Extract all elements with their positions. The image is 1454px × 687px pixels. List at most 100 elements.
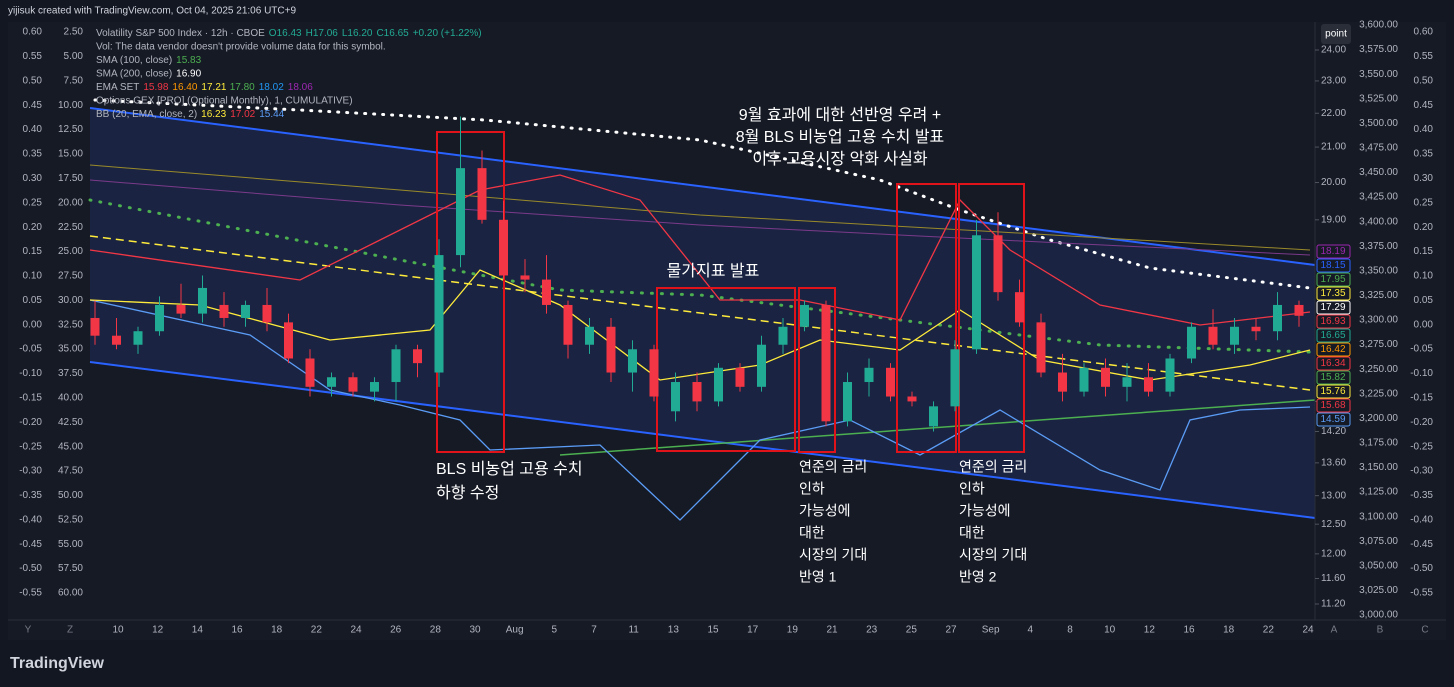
- price-label: 16.93: [1320, 316, 1345, 327]
- annotation: 연준의 금리: [799, 459, 867, 475]
- candle-body: [305, 358, 315, 387]
- price-label: 17.35: [1320, 288, 1345, 299]
- axis-label: -0.25: [1410, 441, 1433, 452]
- axis-label: 0.45: [1414, 100, 1434, 111]
- axis-label: 15.00: [58, 149, 83, 160]
- y-tick-label: 24.00: [1321, 45, 1346, 56]
- axis-label: 25.00: [58, 246, 83, 257]
- axis-label: 60.00: [58, 588, 83, 599]
- candle-body: [1101, 367, 1110, 387]
- axis-label: 0.15: [23, 246, 43, 257]
- x-tick-label: 26: [390, 625, 402, 636]
- candle-body: [757, 344, 766, 387]
- x-tick-label: 12: [1144, 625, 1156, 636]
- axis-label: 3,325.00: [1359, 290, 1398, 301]
- candle-body: [1079, 367, 1089, 392]
- axis-label: -0.35: [1410, 490, 1433, 501]
- axis-button[interactable]: Y: [25, 625, 32, 636]
- candle-body: [499, 219, 508, 276]
- candle-body: [155, 304, 164, 332]
- channel-lower: [89, 361, 1316, 519]
- price-label: 16.34: [1320, 358, 1345, 369]
- annotation: 하향 수정: [436, 484, 499, 502]
- candle-body: [542, 279, 551, 305]
- axis-label: 30.00: [58, 295, 83, 306]
- candle-body: [972, 235, 981, 350]
- axis-label: 3,225.00: [1359, 388, 1398, 399]
- candle-body: [907, 396, 917, 402]
- legend-value: 16.90: [176, 68, 201, 79]
- candle-body: [1015, 292, 1024, 323]
- candle-body: [692, 382, 702, 402]
- annotation: 연준의 금리: [959, 459, 1027, 475]
- header: yijisuk created with TradingView.com, Oc…: [8, 6, 296, 17]
- annotation: 시장의 기대: [799, 547, 867, 563]
- annotation: BLS 비농업 고용 수치: [436, 460, 583, 478]
- axis-label: 3,525.00: [1359, 93, 1398, 104]
- point-button[interactable]: [1321, 24, 1351, 44]
- legend-value: 18.02: [259, 82, 284, 93]
- legend-label: EMA SET: [96, 82, 139, 93]
- axis-label: 37.50: [58, 368, 83, 379]
- gex-line: [93, 98, 1312, 290]
- price-label-box: [1316, 300, 1351, 315]
- axis-button[interactable]: B: [1377, 625, 1384, 636]
- ema-line: [89, 164, 1311, 251]
- axis-label: 3,275.00: [1359, 339, 1398, 350]
- annotation: 8월 BLS 비농업 고용 수치 발표: [736, 128, 945, 146]
- candle-body: [327, 377, 336, 387]
- axis-label: 3,350.00: [1359, 265, 1398, 276]
- price-label-box: [1316, 384, 1351, 399]
- price-label-box: [1316, 328, 1351, 343]
- axis-label: 7.50: [64, 75, 84, 86]
- axis-label: 17.50: [58, 173, 83, 184]
- annotation: 인하: [959, 481, 985, 497]
- candle-body: [735, 367, 745, 387]
- y-tick-label: 14.20: [1321, 426, 1346, 437]
- axis-label: 3,025.00: [1359, 585, 1398, 596]
- y-tick-label: 13.60: [1321, 458, 1346, 469]
- axis-label: -0.30: [19, 466, 42, 477]
- price-label-box: [1316, 356, 1351, 371]
- axis-label: 52.50: [58, 514, 83, 525]
- axis-label: 0.05: [23, 295, 43, 306]
- axis-label: 3,200.00: [1359, 413, 1398, 424]
- y-tick-label: 11.20: [1321, 599, 1346, 610]
- candle-body: [1230, 326, 1239, 345]
- y-tick-label: 12.50: [1321, 519, 1346, 530]
- x-tick-label: 16: [1183, 625, 1195, 636]
- legend-row: Volatility S&P 500 Index · 12h · CBOE O16…: [96, 28, 482, 39]
- candle-body: [198, 287, 207, 314]
- point-button-label[interactable]: point: [1325, 29, 1347, 40]
- axis-label: 3,600.00: [1359, 20, 1398, 31]
- candle-body: [563, 304, 573, 345]
- axis-label: 0.10: [1414, 271, 1434, 282]
- y-tick-label: 20.00: [1321, 177, 1346, 188]
- x-tick-label: 28: [430, 625, 442, 636]
- axis-label: -0.40: [19, 514, 42, 525]
- highlight-box: [798, 287, 836, 453]
- axis-label: 22.50: [58, 222, 83, 233]
- candle-body: [778, 326, 788, 345]
- axis-label: 0.05: [1414, 295, 1434, 306]
- x-tick-label: 18: [271, 625, 283, 636]
- x-tick-label: 23: [866, 625, 878, 636]
- price-label-box: [1316, 412, 1351, 427]
- axis-label: -0.50: [19, 563, 42, 574]
- axis-label: 3,150.00: [1359, 462, 1398, 473]
- candle-body: [477, 168, 487, 220]
- candle-body: [133, 331, 143, 345]
- annotation: 물가지표 발표: [667, 262, 760, 280]
- axis-button[interactable]: A: [1331, 625, 1338, 636]
- annotation: 가능성에: [799, 503, 851, 519]
- axis-button[interactable]: C: [1421, 625, 1428, 636]
- x-tick-label: 10: [112, 625, 124, 636]
- x-tick-label: 18: [1223, 625, 1235, 636]
- annotation: 가능성에: [959, 503, 1011, 519]
- legend-value: +0.20 (+1.22%): [413, 28, 482, 39]
- axis-button[interactable]: Z: [67, 625, 73, 636]
- x-tick-label: Aug: [506, 625, 524, 636]
- axis-label: -0.20: [19, 417, 42, 428]
- x-tick-label: 14: [192, 625, 204, 636]
- price-label-box: [1316, 398, 1351, 413]
